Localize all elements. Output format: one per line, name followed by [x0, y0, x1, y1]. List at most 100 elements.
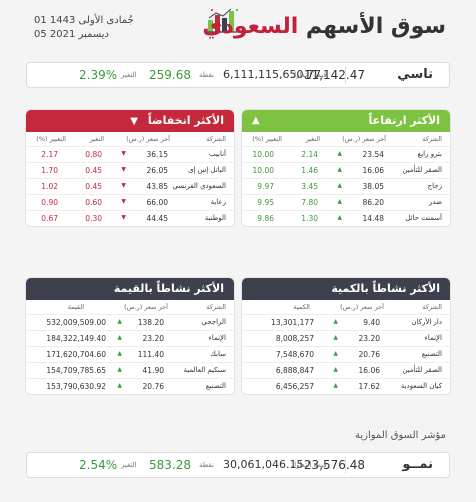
col-value: القيمة	[67, 303, 84, 311]
hijri-date: 01 جُمادى الأولى 1443	[34, 15, 134, 26]
nomu-change: 2.54%	[79, 458, 118, 472]
gregorian-date: 05 ديسمبر 2021	[34, 29, 110, 40]
tasi-points: 259.68	[149, 68, 191, 82]
change-percent: 10.00	[252, 166, 274, 175]
company-name: التصنيع	[421, 350, 442, 358]
tasi-points-label: نقطة	[199, 71, 214, 79]
trade-value: 171,620,704.60	[46, 350, 106, 359]
col-price: آخر سعر (ر.س)	[342, 135, 386, 143]
triangle-up-icon: ▲	[333, 366, 338, 373]
top-losers-rows: أنابيب 36.15 ▼ 0.80 2.17 الباتل إس إى 26.05 ▼ 0.…	[26, 146, 234, 226]
triangle-up-icon: ▲	[333, 318, 338, 325]
col-price: آخر سعر (ر.س)	[124, 303, 168, 311]
last-price: 26.05	[146, 166, 168, 175]
triangle-up-icon: ▲	[252, 115, 260, 126]
col-change-pct: التغيير (%)	[252, 135, 282, 143]
table-row: السعودي الفرنسي 43.85 ▼ 0.45 1.02	[26, 178, 234, 194]
triangle-up-icon: ▲	[117, 382, 122, 389]
nomu-points: 583.28	[149, 458, 191, 472]
change-percent: 9.86	[257, 214, 274, 223]
volume-title-part1: الأكثر نشاطاً	[368, 282, 440, 295]
company-name: الصقر للتأمين	[402, 366, 442, 374]
last-price: 36.15	[146, 150, 168, 159]
company-name: زجاج	[427, 182, 442, 190]
triangle-up-icon: ▲	[117, 334, 122, 341]
volume-value: 7,548,670	[275, 350, 314, 359]
last-price: 16.06	[358, 366, 380, 375]
company-name: التصنيع	[205, 382, 226, 390]
top-gainers-column-headers: الشركة آخر سعر (ر.س) التغير التغيير (%)	[242, 132, 450, 146]
change-percent: 0.67	[41, 214, 58, 223]
change-percent: 1.02	[41, 182, 58, 191]
divider	[345, 66, 346, 84]
triangle-up-icon: ▲	[333, 350, 338, 357]
triangle-up-icon: ▲	[337, 198, 342, 205]
last-price: 111.40	[137, 350, 164, 359]
volume-value: 6,456,257	[275, 382, 314, 391]
table-row: كيان السعودية 17.62 ▲ 6,456,257	[242, 378, 450, 394]
last-price: 23.54	[362, 150, 384, 159]
last-price: 86.20	[362, 198, 384, 207]
company-name: سبكيم العالمية	[183, 366, 226, 374]
tasi-change-label: التغير	[121, 71, 137, 79]
date-block: 01 جُمادى الأولى 1443 05 ديسمبر 2021	[34, 14, 134, 42]
last-price: 20.76	[142, 382, 164, 391]
table-row: أسمنت حائل 14.48 ▲ 1.30 9.86	[242, 210, 450, 226]
change-value: 3.45	[301, 182, 318, 191]
nomu-value: 23,576.48	[303, 458, 365, 472]
table-row: التصنيع 20.76 ▲ 7,548,670	[242, 346, 450, 362]
value-rows: الراجحي 138.20 ▲ 532,009,509.00 الإنماء 23.20…	[26, 314, 234, 394]
table-row: الإنماء 23.20 ▲ 8,008,257	[242, 330, 450, 346]
change-value: 2.14	[301, 150, 318, 159]
top-losers-column-headers: الشركة آخر سعر (ر.س) التغير التغيير (%)	[26, 132, 234, 146]
table-row: الراجحي 138.20 ▲ 532,009,509.00	[26, 314, 234, 330]
company-name: رعاية	[210, 198, 226, 206]
triangle-down-icon: ▼	[121, 166, 126, 173]
top-gainers-title: الأكثر ارتفاعاً	[368, 114, 440, 127]
nomu-turnover-label: قيمة التداول	[291, 461, 327, 469]
title-part1: سوق الأسهم	[298, 14, 446, 39]
change-percent: 9.95	[257, 198, 274, 207]
triangle-up-icon: ▲	[337, 150, 342, 157]
company-name: الصقر للتأمين	[402, 166, 442, 174]
title-part2: السعودي	[202, 14, 299, 39]
divider	[345, 456, 346, 474]
col-volume: الكمية	[293, 303, 310, 311]
header: 01 جُمادى الأولى 1443 05 ديسمبر 2021 سوق…	[0, 0, 476, 58]
col-company: الشركة	[206, 303, 226, 311]
most-active-value-panel: الأكثر نشاطاً بالقيمة الشركة آخر سعر (ر.…	[26, 278, 234, 394]
company-name: الباتل إس إى	[188, 166, 226, 174]
last-price: 43.85	[146, 182, 168, 191]
volume-value: 6,888,847	[275, 366, 314, 375]
triangle-up-icon: ▲	[117, 350, 122, 357]
volume-value: 8,008,257	[275, 334, 314, 343]
table-row: صدر 86.20 ▲ 7.80 9.95	[242, 194, 450, 210]
triangle-down-icon: ▼	[121, 198, 126, 205]
col-company: الشركة	[422, 303, 442, 311]
last-price: 66.00	[146, 198, 168, 207]
last-price: 23.20	[142, 334, 164, 343]
nomu-index-bar: نمــو 23,576.48 قيمة التداول 30,061,046.…	[26, 452, 450, 478]
company-name: الإنماء	[424, 334, 442, 342]
col-company: الشركة	[422, 135, 442, 143]
volume-column-headers: الشركة آخر سعر (ر.س) الكمية	[242, 300, 450, 314]
volume-title-part2: بالكمية	[331, 282, 369, 295]
last-price: 38.05	[362, 182, 384, 191]
top-losers-header: الأكثر انخفاضاً ▼	[26, 110, 234, 132]
triangle-up-icon: ▲	[337, 166, 342, 173]
top-losers-panel: الأكثر انخفاضاً ▼ الشركة آخر سعر (ر.س) ا…	[26, 110, 234, 226]
triangle-up-icon: ▲	[117, 318, 122, 325]
value-column-headers: الشركة آخر سعر (ر.س) القيمة	[26, 300, 234, 314]
nomu-change-label: التغير	[121, 461, 137, 469]
last-price: 20.76	[358, 350, 380, 359]
table-row: التصنيع 20.76 ▲ 153,790,630.92	[26, 378, 234, 394]
trade-value: 532,009,509.00	[46, 318, 106, 327]
last-price: 44.45	[146, 214, 168, 223]
table-row: زجاج 38.05 ▲ 3.45 9.97	[242, 178, 450, 194]
last-price: 138.20	[137, 318, 164, 327]
change-value: 7.80	[301, 198, 318, 207]
company-name: أسمنت حائل	[405, 214, 442, 222]
page-title: سوق الأسهم السعودي	[202, 14, 446, 39]
company-name: أنابيب	[209, 150, 226, 158]
nomu-name: نمــو	[402, 457, 433, 472]
